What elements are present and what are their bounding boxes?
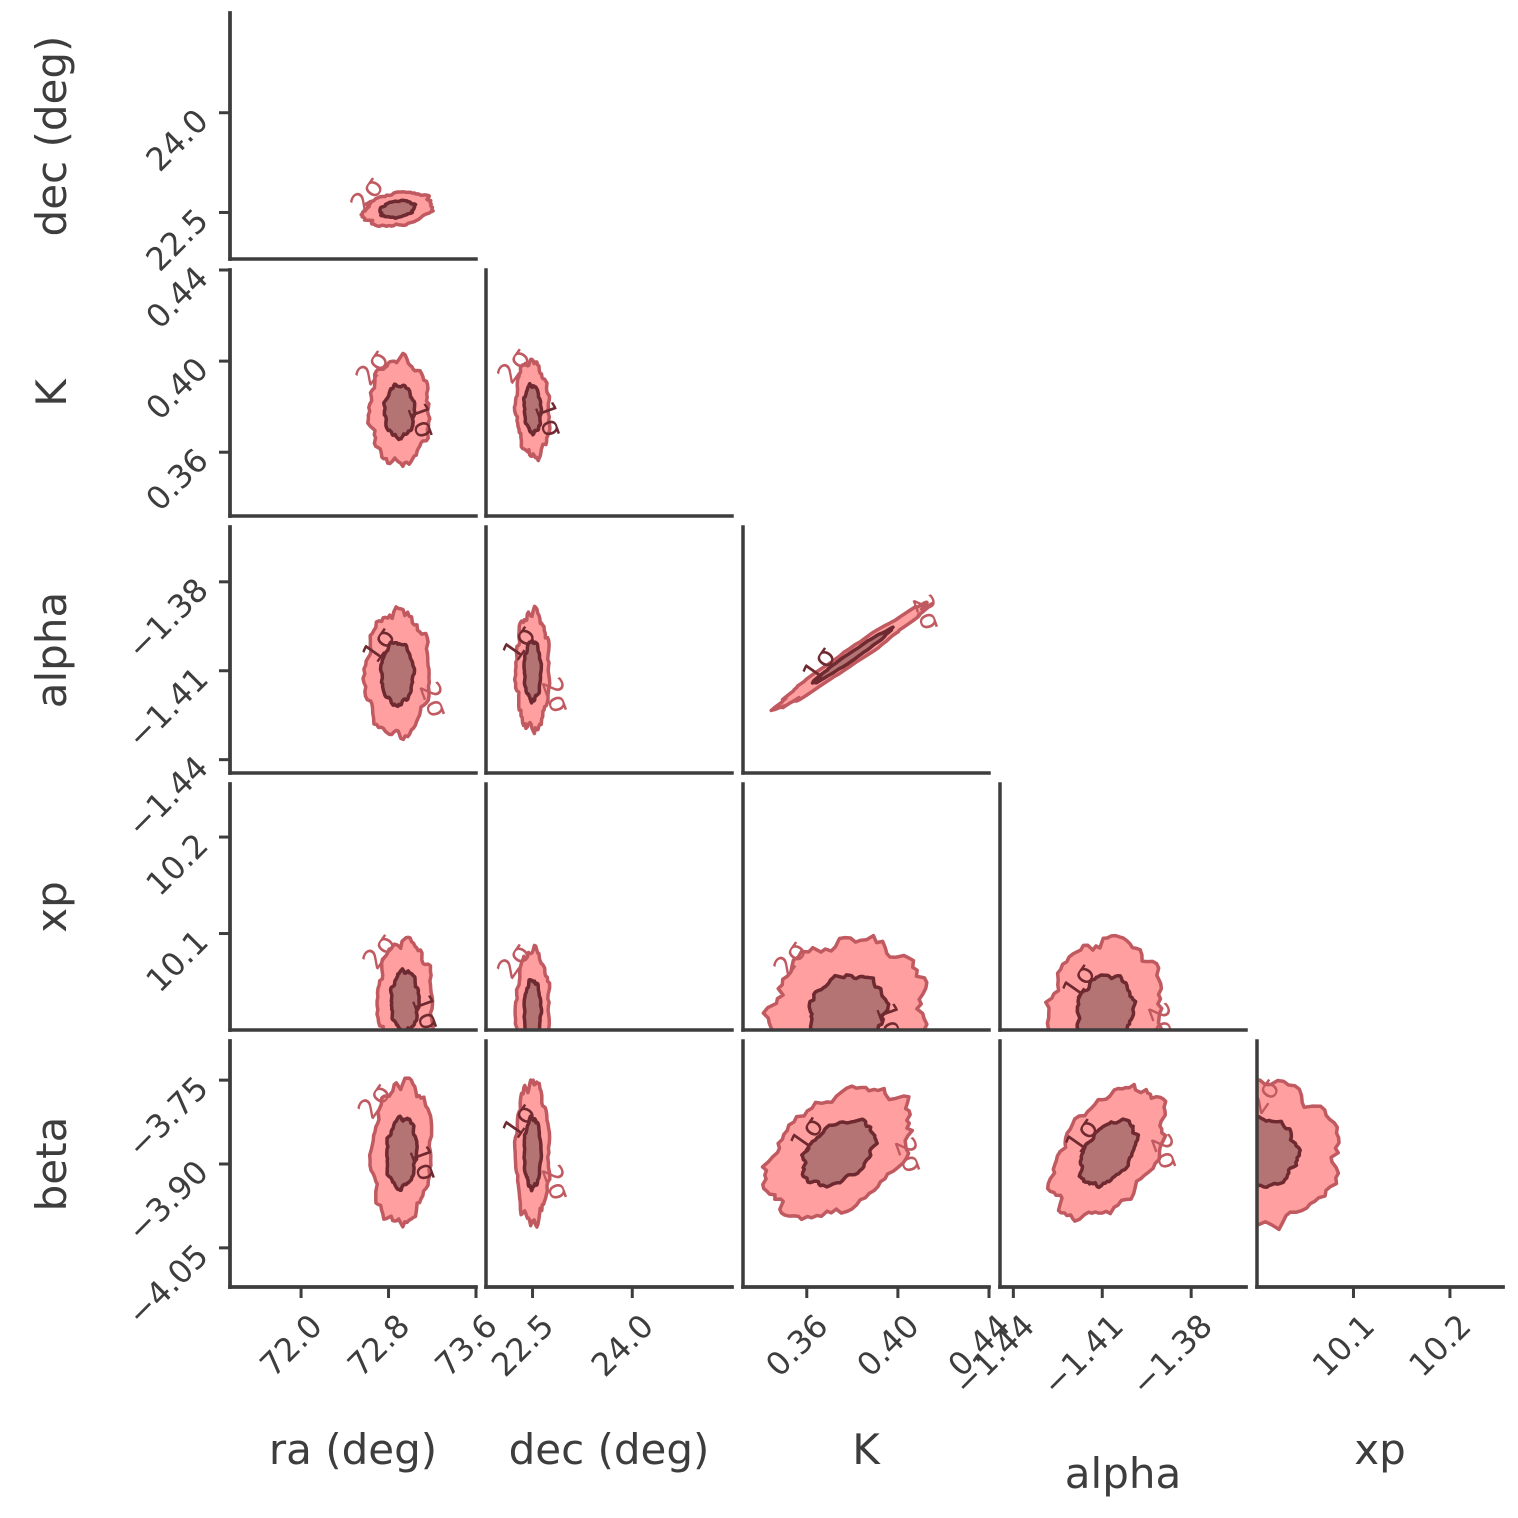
x-tick-label: 10.1 xyxy=(1305,1307,1382,1384)
contour-2sigma xyxy=(1257,1078,1341,1232)
contour-1sigma xyxy=(388,967,421,1030)
contour-1sigma xyxy=(1077,1117,1141,1190)
y-tick-label: −3.90 xyxy=(119,1153,215,1249)
y-tick-label: −4.05 xyxy=(119,1237,215,1333)
x-tick-label: 22.5 xyxy=(484,1307,561,1384)
x-tick-label: 73.6 xyxy=(427,1307,504,1384)
labels-layer: 22.524.00.360.400.44−1.44−1.41−1.3810.11… xyxy=(27,36,1479,1498)
x-tick-label: 0.40 xyxy=(849,1307,926,1384)
panel-ra-deg-vs-dec-deg: 2σ xyxy=(219,11,478,261)
y-tick-label: −1.44 xyxy=(119,748,215,844)
y-tick-label: 10.1 xyxy=(138,922,215,999)
x-axis-title-ra-deg: ra (deg) xyxy=(269,1425,437,1474)
panel-alpha-vs-beta: 1σ 2σ xyxy=(998,1039,1248,1298)
contour-1sigma xyxy=(810,625,895,685)
x-axis-title-k: K xyxy=(852,1425,881,1474)
y-tick-label: −1.38 xyxy=(119,571,215,667)
y-tick-label: −3.75 xyxy=(119,1069,215,1165)
panel-k-vs-beta: 1σ 2σ xyxy=(741,1039,991,1298)
x-tick-label: −1.41 xyxy=(1035,1307,1131,1403)
x-axis-title-alpha: alpha xyxy=(1065,1449,1181,1498)
x-tick-label: 72.0 xyxy=(252,1307,329,1384)
y-tick-label: 24.0 xyxy=(138,102,215,179)
contour-1sigma xyxy=(1257,1114,1302,1189)
contour-label-2sigma: 2σ xyxy=(905,590,948,635)
x-tick-label: −1.38 xyxy=(1124,1307,1220,1403)
contour-1sigma xyxy=(800,1117,879,1189)
x-tick-label: 10.2 xyxy=(1401,1307,1478,1384)
y-tick-label: 0.40 xyxy=(138,350,215,427)
x-tick-label: 72.8 xyxy=(340,1307,417,1384)
y-tick-label: 0.44 xyxy=(138,259,215,336)
contour-1sigma xyxy=(385,1114,419,1193)
x-tick-label: 24.0 xyxy=(584,1307,661,1384)
contour-1sigma xyxy=(521,381,544,437)
y-axis-title-beta: beta xyxy=(27,1117,76,1212)
panel-xp-vs-beta: 2σ xyxy=(1255,1039,1505,1298)
contour-1sigma xyxy=(522,1114,544,1193)
y-axis-title-dec-deg: dec (deg) xyxy=(27,36,76,237)
contour-1sigma xyxy=(378,198,418,220)
x-tick-label: 0.36 xyxy=(758,1307,835,1384)
x-axis-title-xp: xp xyxy=(1354,1425,1406,1474)
y-tick-label: 22.5 xyxy=(138,201,215,278)
y-tick-label: 0.36 xyxy=(138,441,215,518)
contour-1sigma xyxy=(522,638,544,705)
y-axis-title-alpha: alpha xyxy=(27,592,76,708)
panel-dec-deg-vs-xp: 2σ xyxy=(484,782,734,1032)
y-axis-title-k: K xyxy=(27,378,76,407)
y-tick-label: −1.41 xyxy=(119,660,215,756)
x-axis-title-dec-deg: dec (deg) xyxy=(509,1425,710,1474)
contour-1sigma xyxy=(378,640,417,709)
contour-1sigma xyxy=(1075,973,1138,1030)
contour-1sigma xyxy=(381,382,417,442)
contour-1sigma xyxy=(807,973,891,1030)
y-axis-title-xp: xp xyxy=(27,881,76,933)
contour-1sigma xyxy=(522,977,544,1030)
